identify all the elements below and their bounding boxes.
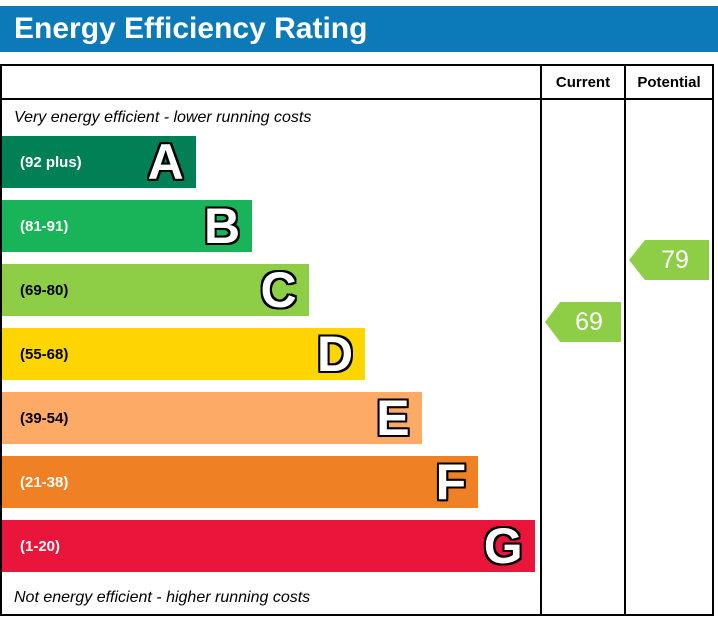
band-range: (39-54) xyxy=(20,409,69,427)
band-row-c: (69-80) C xyxy=(2,264,309,316)
band-row-f: (21-38) F xyxy=(2,454,479,510)
band-row-a: (92 plus) A xyxy=(2,136,196,188)
band-row-e: (39-54) E xyxy=(2,392,422,444)
caption-top: Very energy efficient - lower running co… xyxy=(14,109,312,126)
band-range: (81-91) xyxy=(20,217,69,235)
potential-rating-arrow: 79 xyxy=(629,240,709,280)
band-letter: C xyxy=(260,262,297,318)
band-letter: D xyxy=(317,326,354,382)
caption-bottom: Not energy efficient - higher running co… xyxy=(14,589,311,606)
potential-rating-column: 79 xyxy=(626,100,712,614)
energy-rating-chart: Current Potential Very energy efficient … xyxy=(0,64,714,616)
band-range: (55-68) xyxy=(20,345,69,363)
current-rating-arrow: 69 xyxy=(545,302,621,342)
band-letter: B xyxy=(204,198,241,254)
header-spacer-cell xyxy=(2,66,542,100)
band-range: (21-38) xyxy=(20,473,69,491)
band-letter: A xyxy=(147,134,184,190)
band-letter: F xyxy=(435,454,467,510)
current-rating-column: 69 xyxy=(542,100,626,614)
title-bar: Energy Efficiency Rating xyxy=(0,6,718,52)
band-letter: E xyxy=(376,390,410,446)
column-header-current: Current xyxy=(542,66,626,100)
band-range: (69-80) xyxy=(20,281,69,299)
band-row-d: (55-68) D xyxy=(2,326,366,382)
current-rating-value: 69 xyxy=(575,307,603,336)
column-header-potential: Potential xyxy=(626,66,712,100)
band-letter: G xyxy=(483,518,523,574)
band-range: (1-20) xyxy=(20,537,61,555)
page-title: Energy Efficiency Rating xyxy=(14,12,368,45)
bands-column: Very energy efficient - lower running co… xyxy=(2,100,542,614)
potential-rating-value: 79 xyxy=(661,245,689,274)
band-range: (92 plus) xyxy=(20,153,82,171)
band-row-g: (1-20) G xyxy=(2,520,535,572)
band-row-b: (81-91) B xyxy=(2,198,253,254)
